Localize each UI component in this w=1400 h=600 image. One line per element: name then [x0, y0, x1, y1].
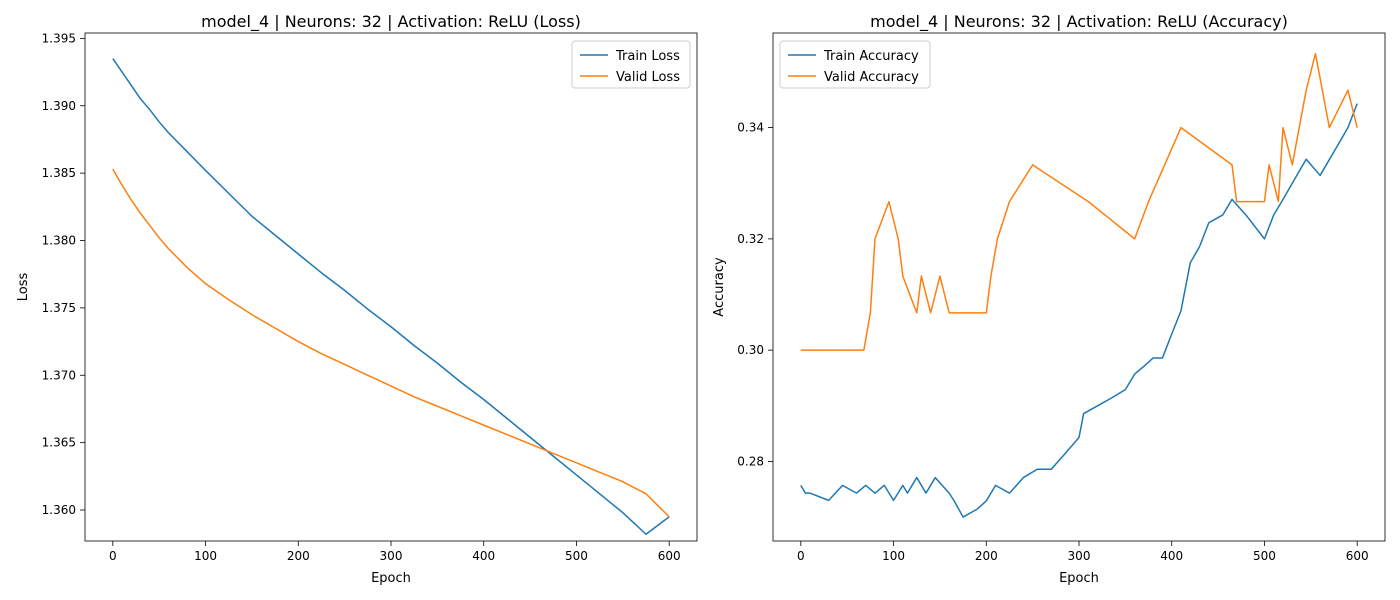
plot-frame: [84, 32, 698, 542]
y-tick-label: 1.390: [42, 99, 76, 113]
x-tick-label: 600: [1346, 549, 1369, 563]
x-tick-label: 200: [975, 549, 998, 563]
y-tick-label: 1.375: [42, 301, 76, 315]
x-tick-label: 100: [882, 549, 905, 563]
x-tick-label: 0: [109, 549, 117, 563]
y-tick-label: 1.385: [42, 166, 76, 180]
x-tick-label: 100: [194, 549, 217, 563]
legend-label: Valid Accuracy: [824, 70, 919, 85]
x-axis-label: Epoch: [1059, 571, 1099, 586]
x-axis-label: Epoch: [371, 571, 411, 586]
series-line-valid-loss: [112, 168, 670, 518]
x-tick-label: 600: [658, 549, 681, 563]
accuracy-chart: model_4 | Neurons: 32 | Activation: ReLU…: [712, 12, 1386, 586]
legend-box: [779, 40, 931, 89]
x-tick-label: 200: [287, 549, 310, 563]
y-tick-label: 1.380: [42, 234, 76, 248]
x-tick-label: 500: [1253, 549, 1276, 563]
x-tick-label: 400: [1160, 549, 1183, 563]
plot-frame: [772, 32, 1386, 542]
series-line-train-loss: [112, 58, 670, 536]
y-tick-label: 0.28: [737, 454, 764, 468]
y-tick-label: 1.365: [42, 436, 76, 450]
y-axis-label: Loss: [16, 273, 31, 302]
series-line-train-accuracy: [800, 103, 1358, 518]
y-tick-label: 1.370: [42, 368, 76, 382]
chart-title: model_4 | Neurons: 32 | Activation: ReLU…: [201, 12, 581, 32]
legend: Train Accuracy Valid Accuracy: [779, 40, 931, 89]
y-tick-label: 1.395: [42, 31, 76, 45]
x-tick-label: 500: [565, 549, 588, 563]
x-tick-label: 300: [1068, 549, 1091, 563]
legend-label: Valid Loss: [616, 70, 680, 85]
y-axis-label: Accuracy: [712, 257, 727, 317]
x-tick-label: 300: [380, 549, 403, 563]
legend-label: Train Accuracy: [823, 49, 919, 64]
legend-label: Train Loss: [615, 49, 680, 64]
y-tick-label: 0.30: [737, 343, 764, 357]
y-tick-label: 0.34: [737, 121, 764, 135]
series-line-valid-accuracy: [800, 52, 1358, 351]
legend: Train Loss Valid Loss: [571, 40, 691, 89]
y-tick-label: 0.32: [737, 232, 764, 246]
chart-title: model_4 | Neurons: 32 | Activation: ReLU…: [870, 12, 1288, 32]
x-tick-label: 0: [797, 549, 805, 563]
y-tick-label: 1.360: [42, 503, 76, 517]
loss-chart: model_4 | Neurons: 32 | Activation: ReLU…: [16, 12, 698, 586]
x-tick-label: 400: [472, 549, 495, 563]
